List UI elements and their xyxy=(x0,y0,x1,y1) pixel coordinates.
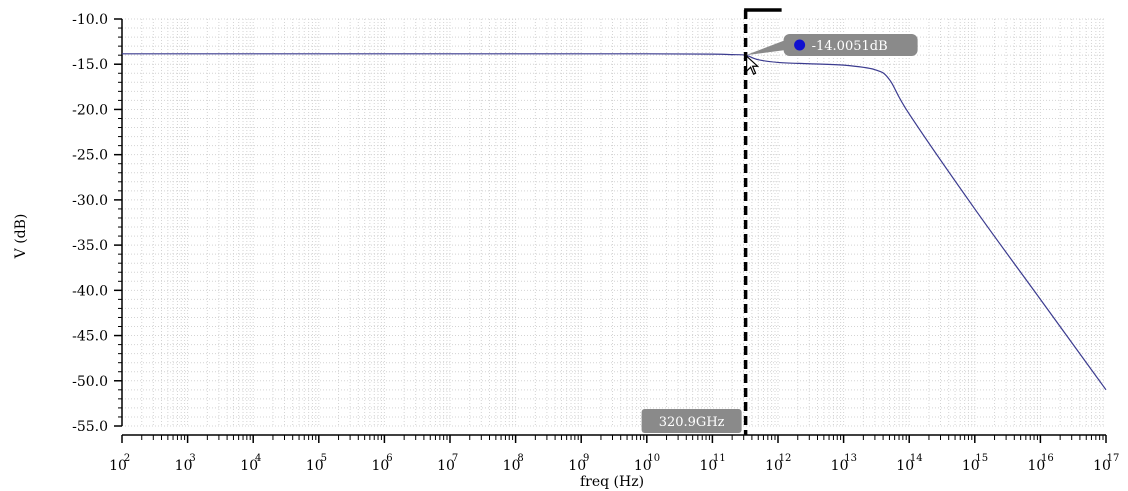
grid-layer xyxy=(121,18,1106,427)
y-tick-label: -25.0 xyxy=(72,148,108,164)
x-tick-exponent: 17 xyxy=(1107,453,1120,464)
x-tick-exponent: 8 xyxy=(517,453,523,464)
point-marker-label-bg xyxy=(783,34,918,56)
x-tick-label: 10 xyxy=(634,458,652,474)
marker-layer[interactable]: 320.9GHz -14.0051dB xyxy=(641,8,918,435)
x-tick-label: 10 xyxy=(765,458,783,474)
x-tick-exponent: 15 xyxy=(975,453,988,464)
x-tick-label: 10 xyxy=(831,458,849,474)
y-axis-title: V (dB) xyxy=(13,214,29,260)
series-layer xyxy=(121,53,1107,391)
x-axis-title: freq (Hz) xyxy=(580,474,644,490)
x-tick-exponent: 16 xyxy=(1041,453,1054,464)
x-tick-label: 10 xyxy=(175,458,193,474)
x-tick-label: 10 xyxy=(1093,458,1111,474)
x-tick-label: 10 xyxy=(371,458,389,474)
x-tick-exponent: 12 xyxy=(779,453,792,464)
mouse-cursor-icon xyxy=(746,54,760,76)
x-tick-exponent: 4 xyxy=(255,453,261,464)
y-tick-label: -50.0 xyxy=(72,374,108,390)
x-tick-label: 10 xyxy=(1027,458,1045,474)
x-tick-label: 10 xyxy=(962,458,980,474)
x-tick-label: 10 xyxy=(503,458,521,474)
y-tick-label: -30.0 xyxy=(72,193,108,209)
y-tick-label: -45.0 xyxy=(72,329,108,345)
vertical-marker-label-bg xyxy=(641,409,742,433)
x-tick-exponent: 13 xyxy=(844,453,857,464)
point-marker-dot-icon xyxy=(794,39,806,51)
x-tick-exponent: 9 xyxy=(583,453,589,464)
x-tick-label: 10 xyxy=(568,458,586,474)
x-tick-exponent: 5 xyxy=(321,453,327,464)
series-curve xyxy=(121,53,1107,391)
x-tick-exponent: 14 xyxy=(910,453,923,464)
vertical-marker-label: 320.9GHz xyxy=(659,415,725,430)
x-tick-label: 10 xyxy=(240,458,258,474)
x-tick-label: 10 xyxy=(437,458,455,474)
x-tick-exponent: 11 xyxy=(713,453,726,464)
y-tick-label: -15.0 xyxy=(72,57,108,73)
x-tick-label: 10 xyxy=(896,458,914,474)
x-tick-label: 10 xyxy=(306,458,324,474)
x-tick-exponent: 6 xyxy=(386,453,392,464)
y-tick-label: -55.0 xyxy=(72,419,108,435)
y-tick-label: -35.0 xyxy=(72,238,108,254)
point-marker-pointer xyxy=(745,40,786,56)
x-tick-label: 10 xyxy=(109,458,127,474)
y-tick-label: -10.0 xyxy=(72,12,108,28)
point-marker-label: -14.0051dB xyxy=(812,39,888,54)
x-tick-exponent: 2 xyxy=(124,453,130,464)
y-tick-label: -20.0 xyxy=(72,102,108,118)
x-tick-exponent: 10 xyxy=(647,453,660,464)
x-tick-exponent: 7 xyxy=(452,453,458,464)
y-tick-label: -40.0 xyxy=(72,283,108,299)
axes-layer: -10.0 -15.0 -20.0 -25.0 -30.0 -35.0 -40.0 -45.0… xyxy=(72,12,1119,474)
x-tick-exponent: 3 xyxy=(189,453,195,464)
plot-area xyxy=(122,19,1106,426)
x-tick-label: 10 xyxy=(699,458,717,474)
